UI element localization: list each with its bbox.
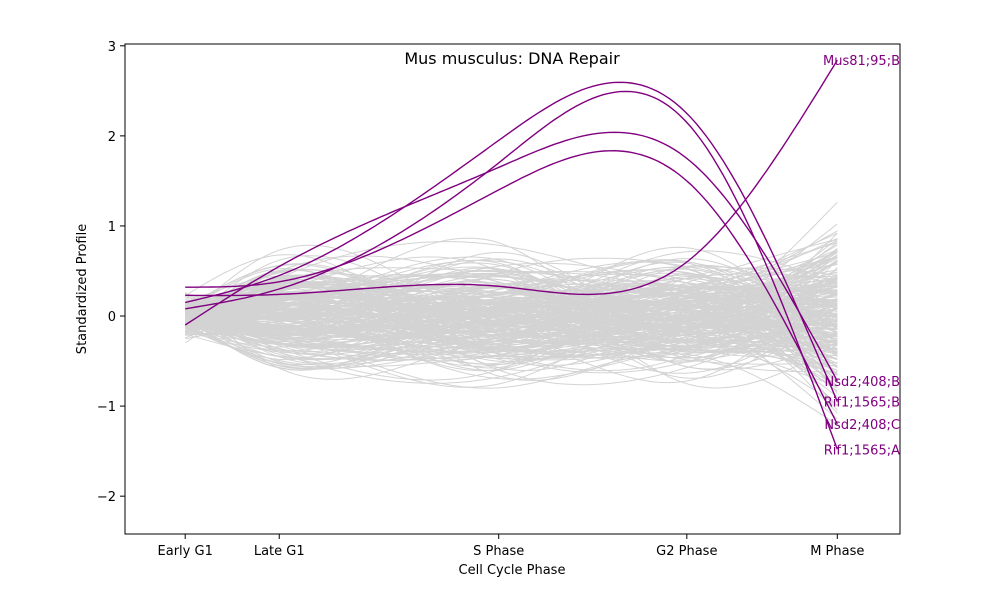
background-series-line [185,271,838,389]
background-series-line [184,269,838,406]
gene-label: Rif1;1565;A [824,443,900,458]
x-axis: Early G1 Late G1 S Phase G2 Phase M Phase [158,534,864,559]
y-tick-label: 2 [108,130,116,145]
background-series-line [185,299,838,321]
background-series-line [184,276,838,369]
highlighted-series-line [185,149,838,425]
background-series-line [185,293,838,371]
background-series-line [185,201,838,338]
background-series-line [185,287,838,331]
y-tick-label: 3 [108,40,116,55]
background-series-line [185,232,838,336]
x-axis-label: Cell Cycle Phase [459,563,566,578]
gene-labels: Mus81;95;B Nsd2;408;B Rif1;1565;B Nsd2;408;… [823,54,900,458]
background-series-line [184,256,838,353]
gene-label: Rif1;1565;B [824,396,900,411]
chart-title: Mus musculus: DNA Repair [404,49,620,68]
x-tick-label: Early G1 [158,544,213,559]
background-series-line [185,291,838,352]
background-series-line [185,274,838,414]
background-series-line [185,301,838,420]
y-tick-label: 1 [108,220,116,235]
plot-frame [124,43,901,535]
background-series-line [185,281,838,338]
gene-label: Nsd2;408;B [824,375,900,390]
background-series-line [185,279,838,343]
highlighted-series-line [185,81,838,402]
y-tick-label: −1 [97,400,116,415]
background-series-line [184,281,838,328]
background-series-line [185,315,838,346]
x-tick-label: S Phase [473,544,524,559]
highlighted-series-line [185,90,838,450]
background-series-line [184,291,838,362]
background-series-group [184,201,838,426]
highlighted-series-line [185,59,838,297]
background-series-line [185,266,838,335]
x-tick-label: M Phase [810,544,864,559]
x-tick-label: Late G1 [254,544,305,559]
gene-label: Nsd2;408;C [824,418,900,433]
y-axis-label: Standardized Profile [75,224,90,354]
background-series-line [185,317,838,426]
y-axis: −2 −1 0 1 2 3 [97,40,125,505]
background-series-line [185,302,838,331]
highlighted-series-group [184,59,838,450]
background-series-line [184,276,838,353]
background-series-line [184,249,838,380]
background-series-line [185,283,838,398]
x-tick-label: G2 Phase [656,544,717,559]
background-series-line [185,237,838,359]
background-series-line [185,314,838,353]
gene-label: Mus81;95;B [823,54,900,69]
background-series-line [185,270,838,330]
y-tick-label: 0 [108,310,116,325]
highlighted-series-line [184,131,838,382]
background-series-line [184,278,838,327]
y-tick-label: −2 [97,490,116,505]
background-series-line [184,312,838,367]
